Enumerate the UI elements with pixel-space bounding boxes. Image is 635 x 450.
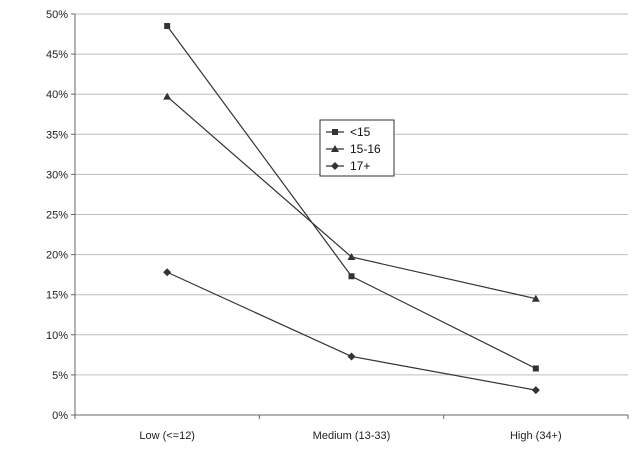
legend: <15 15-16 17+ — [319, 119, 395, 177]
axes — [71, 13, 629, 419]
legend-item: 17+ — [326, 159, 370, 173]
legend-label: 17+ — [350, 159, 370, 173]
legend-label: <15 — [350, 125, 371, 139]
y-tick-label: 50% — [46, 9, 68, 21]
y-tick-label: 35% — [46, 129, 68, 141]
x-tick-labels: Low (<=12) Medium (13-33) High (34+) — [139, 430, 561, 442]
data-point — [532, 365, 539, 372]
y-tick-label: 25% — [46, 210, 68, 222]
y-tick-label: 30% — [46, 169, 68, 181]
series-group — [163, 23, 540, 395]
y-tick-label: 5% — [52, 370, 68, 382]
x-tick-label: Low (<=12) — [139, 430, 195, 442]
data-point — [348, 273, 355, 280]
series-1 — [164, 23, 539, 372]
data-point — [531, 294, 540, 302]
data-point — [163, 92, 172, 100]
y-tick-label: 45% — [46, 49, 68, 61]
series-line — [166, 25, 537, 370]
legend-marker — [332, 129, 338, 135]
x-tick-label: Medium (13-33) — [313, 430, 391, 442]
data-point — [531, 386, 540, 395]
grid-lines — [75, 13, 628, 376]
x-tick-label: High (34+) — [510, 430, 562, 442]
y-tick-label: 40% — [46, 89, 68, 101]
y-tick-label: 15% — [46, 290, 68, 302]
series-2 — [163, 92, 540, 302]
data-point — [347, 352, 356, 361]
y-tick-label: 10% — [46, 330, 68, 342]
y-tick-label: 0% — [52, 410, 68, 422]
legend-item: <15 — [326, 125, 371, 139]
data-point — [347, 253, 356, 261]
data-point — [164, 23, 171, 30]
legend-marker — [331, 145, 339, 152]
y-tick-label: 20% — [46, 250, 68, 262]
legend-item: 15-16 — [326, 142, 381, 156]
series-3 — [163, 268, 540, 395]
series-line — [166, 271, 536, 391]
legend-marker — [331, 162, 339, 170]
y-tick-labels: 0% 5% 10% 15% 20% 25% 30% 35% 40% 45% 50% — [46, 9, 68, 422]
data-point — [163, 268, 172, 277]
legend-label: 15-16 — [350, 142, 381, 156]
